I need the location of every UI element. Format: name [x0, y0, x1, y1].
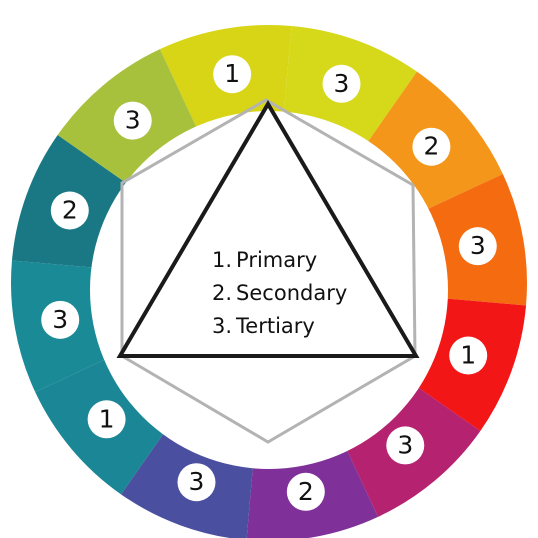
legend-label: Tertiary	[235, 314, 315, 338]
number-badge	[177, 463, 216, 502]
number-badge-label: 3	[397, 430, 413, 459]
number-badge-label: 1	[224, 59, 240, 88]
number-badge	[386, 426, 425, 465]
number-badge	[322, 64, 361, 103]
number-badge	[213, 55, 252, 94]
number-badge-label: 3	[334, 69, 350, 98]
number-badge-label: 3	[189, 467, 205, 496]
number-badge	[449, 336, 488, 375]
number-badge	[87, 400, 126, 439]
number-badge	[41, 300, 80, 339]
primary-triangle	[116, 100, 420, 358]
number-badges: 1 3 2 3 1 3 2 3 1 3 2 3	[41, 55, 497, 511]
legend: 1. Primary 2. Secondary 3. Tertiary	[212, 248, 347, 338]
number-badge-label: 1	[460, 341, 476, 370]
number-badge	[412, 127, 451, 166]
legend-label: Primary	[236, 248, 317, 272]
number-badge-label: 3	[125, 106, 141, 135]
legend-number: 3.	[212, 314, 232, 338]
number-badge	[458, 227, 497, 266]
number-badge-label: 1	[99, 404, 115, 433]
number-badge-label: 3	[52, 305, 68, 334]
number-badge	[50, 191, 89, 230]
legend-item-secondary: 2. Secondary	[212, 281, 347, 305]
legend-number: 1.	[212, 248, 232, 272]
legend-item-tertiary: 3. Tertiary	[212, 314, 315, 338]
legend-item-primary: 1. Primary	[212, 248, 317, 272]
number-badge-label: 2	[298, 477, 314, 506]
number-badge	[113, 101, 152, 140]
number-badge-label: 3	[470, 231, 486, 260]
number-badge-label: 2	[62, 195, 78, 224]
legend-number: 2.	[212, 281, 232, 305]
number-badge-label: 2	[423, 132, 439, 161]
legend-label: Secondary	[236, 281, 347, 305]
number-badge	[286, 472, 325, 511]
